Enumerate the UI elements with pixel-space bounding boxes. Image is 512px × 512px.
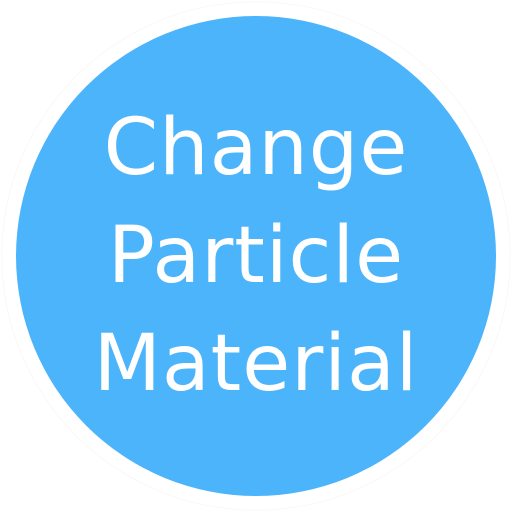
label-line-3: Material: [93, 319, 419, 409]
change-particle-material-button[interactable]: Change Particle Material: [16, 16, 496, 496]
label-line-1: Change: [103, 103, 409, 193]
button-label: Change Particle Material: [94, 94, 419, 418]
label-line-2: Particle: [107, 211, 405, 301]
